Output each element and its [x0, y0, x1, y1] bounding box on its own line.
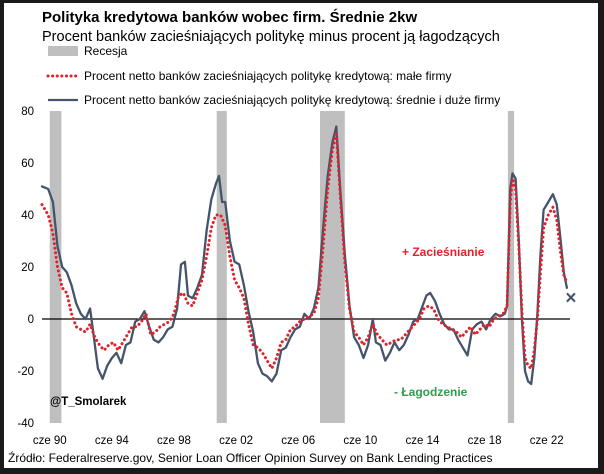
chart-title: Polityka kredytowa banków wobec firm. Śr…: [42, 8, 417, 26]
x-tick-label: cze 18: [468, 435, 502, 447]
x-tick-label: cze 02: [219, 435, 253, 447]
x-tick-label: cze 06: [281, 435, 315, 447]
recession-band-3: [507, 111, 515, 423]
y-tick-label: -20: [17, 366, 34, 378]
chart-svg: Polityka kredytowa banków wobec firm. Śr…: [8, 8, 576, 465]
recession-bands: [49, 111, 515, 423]
x-tick-label: cze 98: [157, 435, 191, 447]
legend: Recesja Procent netto banków zacieśniają…: [46, 44, 500, 107]
latest-value-marker: ×: [565, 288, 576, 309]
x-tick-label: cze 22: [530, 435, 564, 447]
legend-label-large-firms: Procent netto banków zacieśniających pol…: [84, 93, 500, 107]
recession-band-1: [216, 111, 227, 423]
y-tick-label: 40: [21, 210, 34, 222]
series-lines: [40, 125, 569, 386]
y-tick-label: 60: [21, 158, 34, 170]
recession-band-2: [319, 111, 345, 423]
recession-band-0: [49, 111, 62, 423]
source-note: Źródło: Federalreserve.gov, Senior Loan …: [8, 450, 492, 465]
y-tick-label: 80: [21, 106, 34, 118]
annotation-tightening: + Zacieśnianie: [402, 245, 485, 259]
x-tick-label: cze 90: [33, 435, 67, 447]
x-tick-label: cze 94: [95, 435, 129, 447]
annotation-easing: - Łagodzenie: [394, 385, 468, 399]
chart-subtitle: Procent banków zacieśniających politykę …: [42, 29, 500, 45]
y-tick-label: 20: [21, 262, 34, 274]
legend-label-recession: Recesja: [84, 44, 128, 58]
x-tick-label: cze 14: [406, 435, 440, 447]
series-line-large: [40, 125, 569, 386]
series-line-small: [40, 130, 569, 370]
author-handle: @T_Smolarek: [50, 396, 127, 408]
legend-label-small-firms: Procent netto banków zacieśniających pol…: [84, 69, 452, 83]
chart-frame: Polityka kredytowa banków wobec firm. Śr…: [4, 3, 598, 468]
legend-swatch-recession: [48, 46, 78, 56]
axes: 80 60 40 20 0 -20 -40 cze 90 cze 94 cze 98 cze 02 c…: [17, 106, 570, 447]
markers: ×: [565, 288, 576, 309]
x-tick-label: cze 10: [343, 435, 377, 447]
y-tick-label: -40: [17, 418, 34, 430]
y-tick-label: 0: [28, 314, 34, 326]
